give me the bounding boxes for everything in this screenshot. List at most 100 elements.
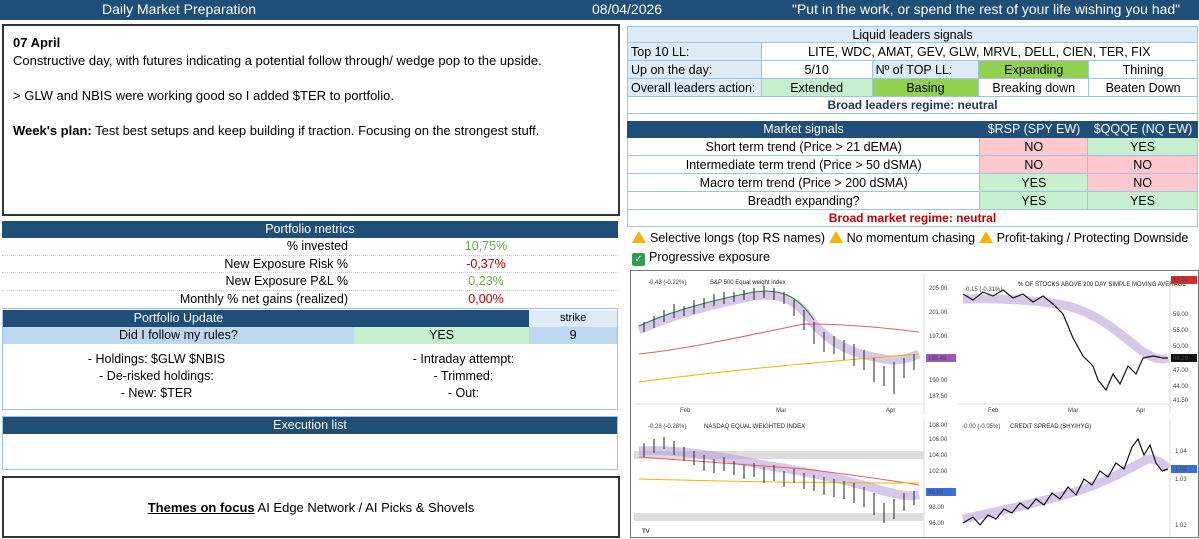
action-label: Overall leaders action: bbox=[628, 79, 762, 96]
xtick: Apr bbox=[1136, 408, 1145, 414]
action-beaten-down: Beaten Down bbox=[1089, 79, 1198, 96]
chart-nasdaq-ew-svg: NASDAQ EQUAL WEIGHTED INDEX -0.28 (-0.28… bbox=[634, 419, 956, 537]
chart-title: NASDAQ EQUAL WEIGHTED INDEX bbox=[704, 424, 805, 430]
check-icon: ✓ bbox=[632, 252, 645, 266]
action-extended: Extended bbox=[761, 79, 873, 96]
chart-credit-spread[interactable]: -0.00 (-0.05%) CREDIT SPREAD (SHY/HYG) 1… bbox=[958, 419, 1197, 537]
execution-list-title: Execution list bbox=[3, 417, 617, 434]
warning-icon bbox=[632, 231, 646, 243]
top10-list: LITE, WDC, AMAT, GEV, GLW, MRVL, DELL, C… bbox=[762, 43, 1198, 60]
intraday-line: - Intraday attempt: bbox=[412, 352, 515, 366]
chart-sp500-ew-svg: S&P 500 Equal weight index -0.43 (-0.22%… bbox=[634, 274, 956, 414]
chart-title: % OF STOCKS ABOVE 200 DAY SIMPLE MOVING … bbox=[1018, 282, 1186, 288]
signal-rsp: YES bbox=[980, 192, 1089, 209]
guidance-item: No momentum chasing bbox=[846, 231, 976, 245]
guidance-list: Selective longs (top RS names) No moment… bbox=[632, 229, 1192, 266]
strike-label: strike bbox=[529, 310, 617, 327]
ytick: 50.00 bbox=[1173, 344, 1189, 350]
ytick: 108.00 bbox=[929, 423, 948, 429]
top10-label: Top 10 LL: bbox=[628, 43, 762, 60]
xtick: Feb bbox=[988, 408, 999, 414]
notes-line-1: Constructive day, with futures indicatin… bbox=[13, 53, 542, 68]
up-on-day-row: Up on the day: 5/10 Nº of TOP LL: Expand… bbox=[627, 61, 1198, 79]
chart-sp500-ew[interactable]: S&P 500 Equal weight index -0.43 (-0.22%… bbox=[634, 274, 956, 414]
ytick: 1.02 bbox=[1175, 523, 1187, 529]
up-label: Up on the day: bbox=[628, 61, 762, 78]
xtick: Mar bbox=[1068, 408, 1078, 414]
new-line: - New: $TER bbox=[120, 386, 193, 400]
metric-label: New Exposure P&L % bbox=[225, 274, 348, 288]
chart-change: -0.43 (-0.22%) bbox=[648, 280, 686, 286]
signal-row: Intermediate term trend (Price > 50 dSMA… bbox=[627, 156, 1198, 174]
up-value: 5/10 bbox=[762, 61, 873, 78]
metric-row: New Exposure P&L % 0,23% bbox=[2, 273, 618, 291]
weekly-plan: Week's plan: Test best setups and keep b… bbox=[13, 122, 609, 140]
chart-last: 48.29 bbox=[1173, 356, 1189, 362]
chart-title: S&P 500 Equal weight index bbox=[710, 280, 786, 286]
out-line: - Out: bbox=[447, 386, 480, 400]
signal-label: Macro term trend (Price > 200 dSMA) bbox=[628, 174, 981, 191]
ytick: 1.03 bbox=[1175, 477, 1187, 483]
market-signals-header: Market signals $RSP (SPY EW) $QQQE (NQ E… bbox=[627, 121, 1198, 138]
leaders-regime: Broad leaders regime: neutral bbox=[627, 97, 1198, 114]
market-signals-title: Market signals bbox=[763, 122, 844, 136]
top-ll-thining: Thining bbox=[1089, 61, 1198, 78]
guidance-item: Selective longs (top RS names) bbox=[650, 231, 826, 245]
guidance-item: Progressive exposure bbox=[649, 249, 770, 264]
signal-row: Breadth expanding? YES YES bbox=[627, 192, 1198, 210]
chart-change: -0.00 (-0.05%) bbox=[962, 424, 1000, 430]
chart-change: -0.15 (-0.31%) bbox=[964, 287, 1002, 293]
action-basing: Basing bbox=[872, 79, 980, 96]
tradingview-logo: TV bbox=[642, 529, 650, 535]
ytick: 59.00 bbox=[1173, 312, 1189, 318]
signal-qqqe: YES bbox=[1088, 138, 1198, 155]
metric-value: -0,37% bbox=[466, 256, 506, 271]
trimmed-line: - Trimmed: bbox=[433, 369, 494, 383]
portfolio-metrics-title: Portfolio metrics bbox=[2, 221, 618, 238]
ytick: 44.00 bbox=[1173, 384, 1189, 390]
rules-answer[interactable]: YES bbox=[353, 327, 530, 344]
metric-value: 0,23% bbox=[468, 274, 504, 288]
strike-count[interactable]: 9 bbox=[569, 328, 577, 342]
market-regime: Broad market regime: neutral bbox=[627, 210, 1198, 227]
col-qqqe: $QQQE (NQ EW) bbox=[1093, 122, 1193, 136]
metric-label: New Exposure Risk % bbox=[224, 256, 348, 271]
header-quote: "Put in the work, or spend the rest of y… bbox=[792, 1, 1181, 17]
actions-column: - Intraday attempt: - Trimmed: - Out: bbox=[310, 351, 617, 402]
metric-label: Monthly % net gains (realized) bbox=[179, 291, 348, 306]
metric-row: New Exposure Risk % -0,37% bbox=[2, 256, 618, 273]
ytick: 187.50 bbox=[929, 394, 948, 400]
charts-grid: S&P 500 Equal weight index -0.43 (-0.22%… bbox=[630, 270, 1199, 538]
daily-notes-box[interactable]: 07 April Constructive day, with futures … bbox=[2, 24, 620, 216]
chart-breadth-svg: % OF STOCKS ABOVE 200 DAY SIMPLE MOVING … bbox=[958, 274, 1197, 414]
portfolio-update-title: Portfolio Update bbox=[133, 311, 224, 325]
ytick: 190.00 bbox=[929, 378, 948, 384]
chart-credit-spread-svg: -0.00 (-0.05%) CREDIT SPREAD (SHY/HYG) 1… bbox=[958, 419, 1197, 537]
holdings-line: - Holdings: $GLW $NBIS bbox=[87, 352, 226, 366]
xtick: Feb bbox=[680, 408, 691, 414]
chart-nasdaq-ew[interactable]: NASDAQ EQUAL WEIGHTED INDEX -0.28 (-0.28… bbox=[634, 419, 956, 537]
signal-qqqe: NO bbox=[1088, 156, 1198, 173]
ytick: 47.00 bbox=[1173, 368, 1189, 374]
signal-rsp: NO bbox=[980, 138, 1089, 155]
themes-label: Themes on focus bbox=[147, 500, 255, 515]
ytick: 96.00 bbox=[929, 521, 945, 527]
header-bar: Daily Market Preparation 08/04/2026 "Put… bbox=[0, 0, 1199, 20]
metric-row: % invested 10,75% bbox=[2, 238, 618, 256]
xtick: Apr bbox=[886, 408, 895, 414]
notes-date: 07 April bbox=[13, 35, 61, 50]
metric-label: % invested bbox=[286, 239, 348, 253]
execution-list-panel[interactable]: Execution list bbox=[2, 416, 618, 470]
metric-value: 0,00% bbox=[468, 291, 504, 306]
portfolio-update-panel: Portfolio Update strike Did I follow my … bbox=[2, 310, 618, 410]
signal-label: Short term trend (Price > 21 dEMA) bbox=[628, 138, 981, 155]
signal-rsp: YES bbox=[980, 174, 1089, 191]
notes-line-2: > GLW and NBIS were working good so I ad… bbox=[13, 88, 394, 103]
chart-title: CREDIT SPREAD (SHY/HYG) bbox=[1010, 424, 1091, 430]
chart-pct-above-200dma[interactable]: % OF STOCKS ABOVE 200 DAY SIMPLE MOVING … bbox=[958, 274, 1197, 414]
chart-last: 1.03 bbox=[1175, 467, 1187, 473]
warning-icon bbox=[828, 231, 843, 243]
action-breaking-down: Breaking down bbox=[979, 79, 1090, 96]
chart-last: 193.49 bbox=[928, 356, 947, 362]
ytick: 201.00 bbox=[929, 310, 948, 316]
